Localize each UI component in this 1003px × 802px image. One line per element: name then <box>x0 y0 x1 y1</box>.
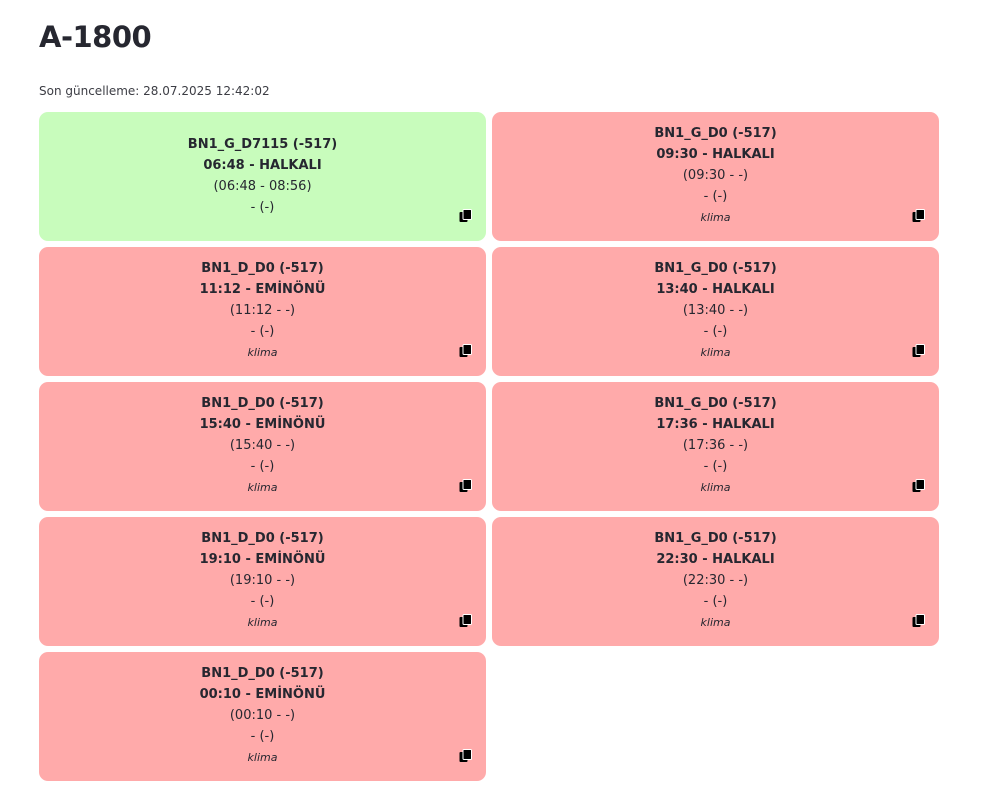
trip-extra: - (-) <box>703 459 728 474</box>
trip-extra: - (-) <box>250 729 275 744</box>
trip-time-range: (15:40 - -) <box>229 438 296 453</box>
trip-code: BN1_G_D0 (-517) <box>654 261 777 276</box>
trip-extra: - (-) <box>703 189 728 204</box>
trip-card[interactable]: BN1_D_D0 (-517) 19:10 - EMİNÖNÜ (19:10 -… <box>39 517 486 646</box>
trip-departure: 13:40 - HALKALI <box>656 282 775 297</box>
copy-icon[interactable] <box>912 614 926 628</box>
trip-time-range: (09:30 - -) <box>682 168 749 183</box>
trip-card[interactable]: BN1_G_D0 (-517) 22:30 - HALKALI (22:30 -… <box>492 517 939 646</box>
trip-time-range: (00:10 - -) <box>229 708 296 723</box>
trip-extra: - (-) <box>703 594 728 609</box>
trip-code: BN1_G_D0 (-517) <box>654 531 777 546</box>
trip-note: klima <box>700 346 731 359</box>
copy-icon[interactable] <box>912 209 926 223</box>
trip-card[interactable]: BN1_G_D0 (-517) 13:40 - HALKALI (13:40 -… <box>492 247 939 376</box>
trip-extra: - (-) <box>250 324 275 339</box>
trip-card[interactable]: BN1_G_D0 (-517) 17:36 - HALKALI (17:36 -… <box>492 382 939 511</box>
trip-time-range: (19:10 - -) <box>229 573 296 588</box>
trip-code: BN1_G_D0 (-517) <box>654 126 777 141</box>
page-title: A-1800 <box>39 20 152 54</box>
trip-note: klima <box>247 616 278 629</box>
trip-note: klima <box>700 616 731 629</box>
trip-code: BN1_D_D0 (-517) <box>201 396 324 411</box>
copy-icon[interactable] <box>912 479 926 493</box>
trip-time-range: (13:40 - -) <box>682 303 749 318</box>
trip-note: klima <box>247 751 278 764</box>
trip-departure: 15:40 - EMİNÖNÜ <box>199 417 326 432</box>
trip-code: BN1_G_D0 (-517) <box>654 396 777 411</box>
copy-icon[interactable] <box>459 209 473 223</box>
trip-card[interactable]: BN1_D_D0 (-517) 15:40 - EMİNÖNÜ (15:40 -… <box>39 382 486 511</box>
trip-note: klima <box>700 211 731 224</box>
copy-icon[interactable] <box>912 344 926 358</box>
last-updated-text: Son güncelleme: 28.07.2025 12:42:02 <box>39 84 270 98</box>
trip-note: klima <box>700 481 731 494</box>
trip-extra: - (-) <box>250 459 275 474</box>
trip-departure: 22:30 - HALKALI <box>656 552 775 567</box>
trip-departure: 11:12 - EMİNÖNÜ <box>199 282 326 297</box>
trip-code: BN1_D_D0 (-517) <box>201 531 324 546</box>
trip-card-grid: BN1_G_D7115 (-517) 06:48 - HALKALI (06:4… <box>39 112 939 781</box>
trip-card[interactable]: BN1_G_D7115 (-517) 06:48 - HALKALI (06:4… <box>39 112 486 241</box>
trip-code: BN1_G_D7115 (-517) <box>187 136 338 152</box>
trip-departure: 00:10 - EMİNÖNÜ <box>199 687 326 702</box>
trip-code: BN1_D_D0 (-517) <box>201 666 324 681</box>
trip-card[interactable]: BN1_D_D0 (-517) 11:12 - EMİNÖNÜ (11:12 -… <box>39 247 486 376</box>
trip-time-range: (22:30 - -) <box>682 573 749 588</box>
trip-extra: - (-) <box>250 199 275 215</box>
trip-time-range: (17:36 - -) <box>682 438 749 453</box>
trip-departure: 09:30 - HALKALI <box>656 147 775 162</box>
trip-code: BN1_D_D0 (-517) <box>201 261 324 276</box>
trip-note: klima <box>247 346 278 359</box>
copy-icon[interactable] <box>459 479 473 493</box>
copy-icon[interactable] <box>459 344 473 358</box>
trip-departure: 19:10 - EMİNÖNÜ <box>199 552 326 567</box>
trip-time-range: (11:12 - -) <box>229 303 296 318</box>
trip-departure: 06:48 - HALKALI <box>203 157 322 173</box>
copy-icon[interactable] <box>459 614 473 628</box>
trip-departure: 17:36 - HALKALI <box>656 417 775 432</box>
trip-extra: - (-) <box>250 594 275 609</box>
trip-note: klima <box>247 481 278 494</box>
trip-card[interactable]: BN1_G_D0 (-517) 09:30 - HALKALI (09:30 -… <box>492 112 939 241</box>
trip-card[interactable]: BN1_D_D0 (-517) 00:10 - EMİNÖNÜ (00:10 -… <box>39 652 486 781</box>
trip-time-range: (06:48 - 08:56) <box>213 178 312 194</box>
trip-extra: - (-) <box>703 324 728 339</box>
copy-icon[interactable] <box>459 749 473 763</box>
